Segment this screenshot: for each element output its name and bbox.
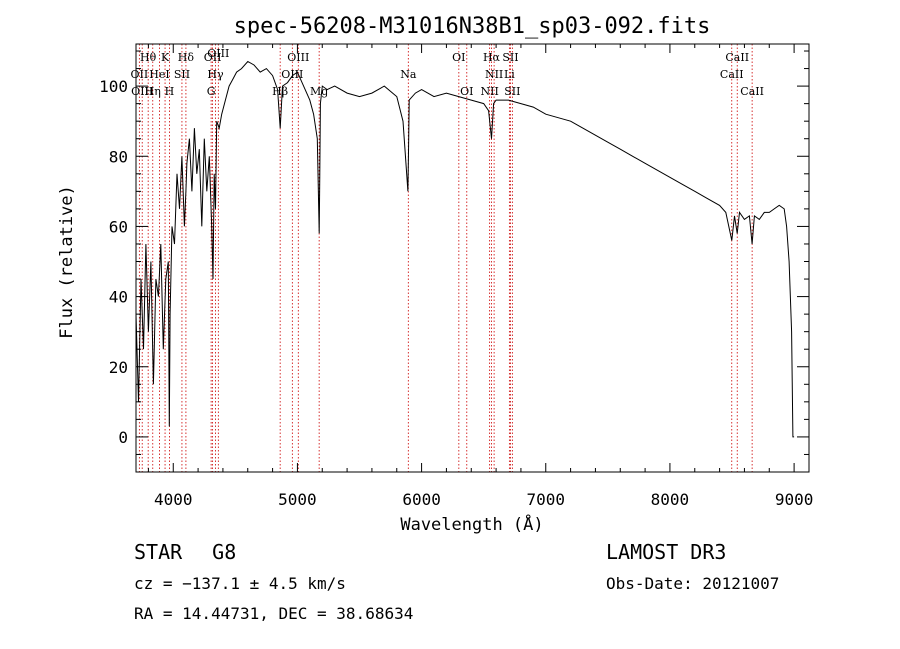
coords-label: RA = 14.44731, DEC = 38.68634 <box>134 604 414 623</box>
plot-frame <box>135 43 810 473</box>
spectral-line-label: H <box>165 85 175 98</box>
spectral-line-label: Hη <box>145 85 161 98</box>
x-tick-label: 9000 <box>775 490 814 509</box>
spectral-line-label: NII <box>485 68 503 81</box>
spectral-line-label: Li <box>504 68 515 81</box>
spectral-line-label: OIII <box>281 68 303 81</box>
spectral-line-label: OI <box>452 51 465 64</box>
info-class: STAR G8 <box>134 540 236 564</box>
x-tick-label: 7000 <box>526 490 565 509</box>
subclass-label: G8 <box>212 540 237 564</box>
spectral-line-label: CaII <box>725 51 749 64</box>
spectral-line-label: SII <box>504 85 520 98</box>
spectral-line-label: Mg <box>310 85 328 98</box>
chart-title: spec-56208-M31016N38B1_sp03-092.fits <box>234 14 711 39</box>
spectral-line-label: OIII <box>207 47 229 60</box>
spectral-line-label: Hγ <box>207 68 224 81</box>
x-tick-label: 4000 <box>154 490 193 509</box>
x-tick-label: 8000 <box>651 490 690 509</box>
y-tick-label: 100 <box>99 77 128 96</box>
spectrum-line <box>135 60 795 438</box>
obs-date-label: Obs-Date: 20121007 <box>606 574 780 593</box>
cz-label: cz = −137.1 ± 4.5 km/s <box>134 574 346 593</box>
spectral-line-label: NII <box>480 85 498 98</box>
spectral-line-label: SII <box>502 51 518 64</box>
spectral-line-label: CaII <box>720 68 744 81</box>
x-tick-label: 5000 <box>278 490 317 509</box>
spectral-line-label: Hα <box>483 51 501 64</box>
y-tick-label: 20 <box>109 358 128 377</box>
x-axis-label: Wavelength (Å) <box>400 513 543 535</box>
spectral-line-label: OI <box>460 85 473 98</box>
spectral-line-label: SII <box>174 68 190 81</box>
spectral-line-label: K <box>161 51 170 64</box>
y-tick-label: 80 <box>109 147 128 166</box>
spectral-line-label: CaII <box>740 85 764 98</box>
spectral-line-label: Hδ <box>178 51 195 64</box>
spectral-line-label: OIII <box>131 85 153 98</box>
spectral-line-label: Hβ <box>272 85 288 98</box>
spectral-line-label: HeI <box>149 68 169 81</box>
x-tick-label: 6000 <box>402 490 441 509</box>
y-tick-label: 0 <box>118 428 128 447</box>
y-tick-label: 40 <box>109 288 128 307</box>
spectral-line-label: OII <box>130 68 148 81</box>
class-label: STAR <box>134 540 183 564</box>
survey-label: LAMOST DR3 <box>606 540 727 564</box>
spectral-line-label: Na <box>400 68 417 81</box>
y-axis-label: Flux (relative) <box>57 185 77 339</box>
y-tick-label: 60 <box>109 217 128 236</box>
spectral-line-label: OII <box>204 51 222 64</box>
spectral-line-label: OIII <box>287 51 309 64</box>
spectral-line-label: G <box>207 85 216 98</box>
spectral-line-label: Hθ <box>140 51 157 64</box>
